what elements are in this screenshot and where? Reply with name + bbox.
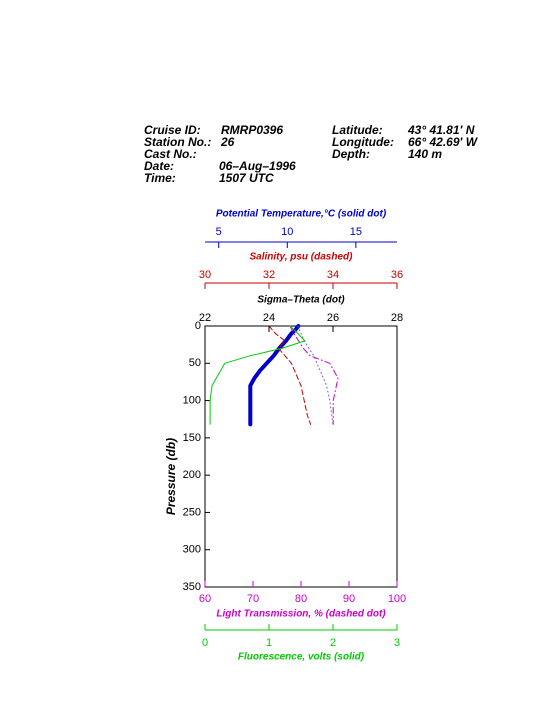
x-tick-label: 32 — [263, 269, 275, 281]
profile-line — [289, 325, 339, 425]
x-tick-label: 0 — [202, 637, 208, 649]
header-value: 43° 41.81' N — [407, 123, 475, 137]
x-tick-label: 15 — [350, 226, 362, 238]
y-tick-label: 250 — [183, 506, 201, 518]
header-label: Cruise ID: — [144, 123, 201, 137]
y-axis-title: Pressure (db) — [164, 438, 178, 515]
y-tick-label: 150 — [183, 432, 201, 444]
y-tick-label: 100 — [183, 394, 201, 406]
x-tick-label: 5 — [216, 226, 222, 238]
profile-line — [248, 324, 301, 427]
x-tick-label: 70 — [247, 593, 259, 605]
x-tick-label: 60 — [199, 593, 211, 605]
x-tick-label: 10 — [281, 226, 293, 238]
x-tick-label: 90 — [343, 593, 355, 605]
x-tick-label: 22 — [199, 312, 211, 324]
header-value: RMRP0396 — [221, 123, 283, 137]
axis-title: Salinity, psu (dashed) — [250, 252, 354, 263]
x-tick-label: 30 — [199, 269, 211, 281]
axis-title: Fluorescence, volts (solid) — [238, 652, 365, 663]
y-tick-label: 300 — [183, 544, 201, 556]
profile-line — [297, 325, 334, 425]
header-value: 26 — [220, 135, 235, 149]
y-tick-label: 200 — [183, 469, 201, 481]
x-tick-label: 100 — [388, 593, 406, 605]
x-tick-label: 26 — [327, 312, 339, 324]
y-tick-label: 350 — [183, 581, 201, 593]
x-tick-label: 36 — [391, 269, 403, 281]
header-label: Depth: — [332, 147, 370, 161]
axis-title: Potential Temperature,°C (solid dot) — [216, 209, 387, 220]
x-tick-label: 34 — [327, 269, 339, 281]
header-value: 66° 42.69' W — [408, 135, 479, 149]
header-label: Date: — [144, 159, 174, 173]
profile-line — [209, 325, 306, 425]
profile-line — [268, 325, 312, 425]
header-label: Cast No.: — [144, 147, 197, 161]
x-tick-label: 80 — [295, 593, 307, 605]
header-label: Time: — [144, 171, 176, 185]
axis-title: Sigma–Theta (dot) — [257, 295, 345, 306]
x-tick-label: 1 — [266, 637, 272, 649]
axis-title: Light Transmission, % (dashed dot) — [216, 609, 386, 620]
x-tick-label: 24 — [263, 312, 275, 324]
plot-frame — [204, 325, 398, 588]
header-value: 1507 UTC — [219, 171, 274, 185]
x-tick-label: 28 — [391, 312, 403, 324]
header-label: Longitude: — [332, 135, 394, 149]
x-tick-label: 2 — [330, 637, 336, 649]
x-tick-label: 3 — [394, 637, 400, 649]
y-tick-label: 50 — [189, 357, 201, 369]
header-value: 06–Aug–1996 — [219, 159, 296, 173]
y-tick-label: 0 — [195, 320, 201, 332]
header-label: Station No.: — [144, 135, 211, 149]
header-value: 140 m — [408, 147, 442, 161]
header-label: Latitude: — [332, 123, 383, 137]
